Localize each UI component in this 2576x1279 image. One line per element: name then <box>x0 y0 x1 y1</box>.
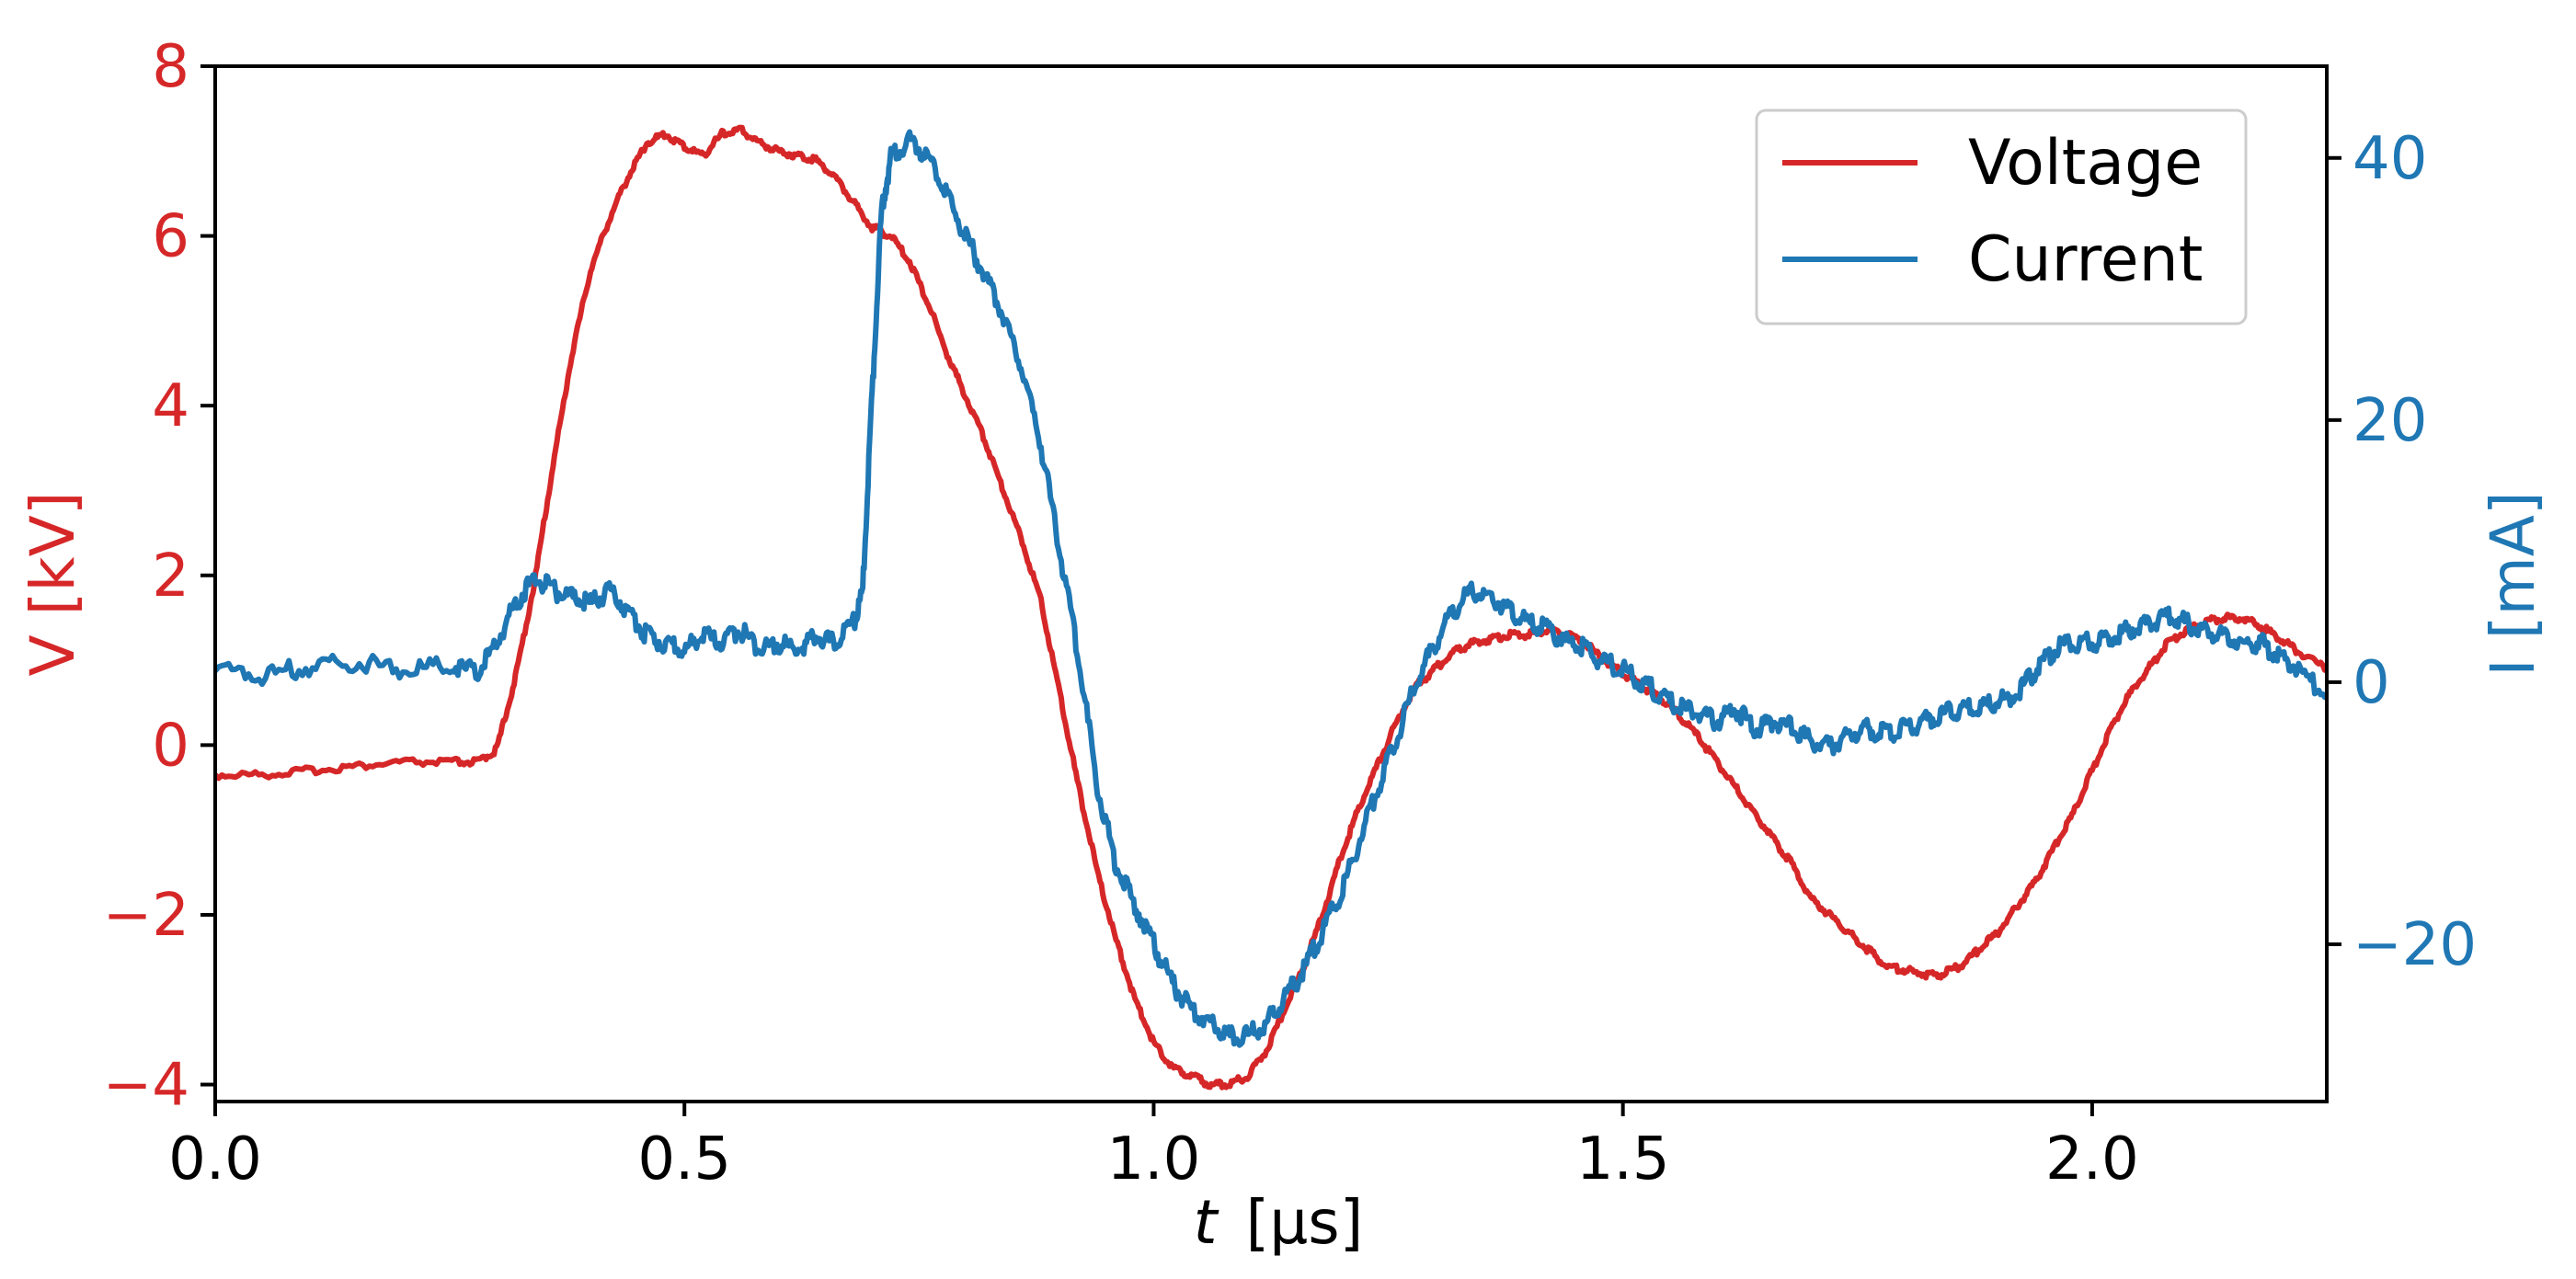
x-tick-label: 0.5 <box>637 1125 731 1193</box>
y-left-tick-label: −2 <box>103 882 189 950</box>
y-left-tick-label: 8 <box>152 33 189 101</box>
x-tick-label: 0.0 <box>168 1125 262 1193</box>
series-line-voltage <box>215 124 2327 1091</box>
y-right-tick-label: −20 <box>2353 911 2477 979</box>
legend: Voltage Current <box>1755 108 2248 325</box>
x-tick-label: 1.5 <box>1576 1125 1670 1193</box>
y-right-tick-label: 0 <box>2353 649 2390 717</box>
y-axis-left-label: V [kV] <box>17 492 88 677</box>
plot-frame <box>213 64 2329 1103</box>
x-axis-label: t [μs] <box>1194 1187 1364 1258</box>
x-axis: 0.0 0.5 1.0 1.5 2.0 <box>168 1102 2139 1193</box>
y-axis-right: −20 0 20 40 <box>2327 125 2477 979</box>
y-left-tick-label: 4 <box>152 372 189 440</box>
y-right-tick-label: 40 <box>2353 125 2427 193</box>
y-left-tick-label: 2 <box>152 542 189 611</box>
x-tick-label: 2.0 <box>2045 1125 2139 1193</box>
x-axis-label-variable: t <box>1194 1187 1219 1258</box>
y-left-tick-label: 0 <box>152 712 189 780</box>
series-line-current <box>215 129 2327 1048</box>
x-axis-label-unit: [μs] <box>1246 1187 1364 1258</box>
legend-label-voltage: Voltage <box>1968 127 2203 200</box>
legend-label-current: Current <box>1968 223 2203 296</box>
x-tick-label: 1.0 <box>1107 1125 1201 1193</box>
y-left-tick-label: 6 <box>152 203 189 271</box>
y-axis-left: −4 −2 0 2 4 6 8 <box>103 33 215 1120</box>
y-left-tick-label: −4 <box>103 1052 189 1120</box>
series-layer <box>215 124 2327 1091</box>
y-right-tick-label: 20 <box>2353 387 2427 455</box>
y-axis-right-label: I [mA] <box>2478 491 2548 676</box>
